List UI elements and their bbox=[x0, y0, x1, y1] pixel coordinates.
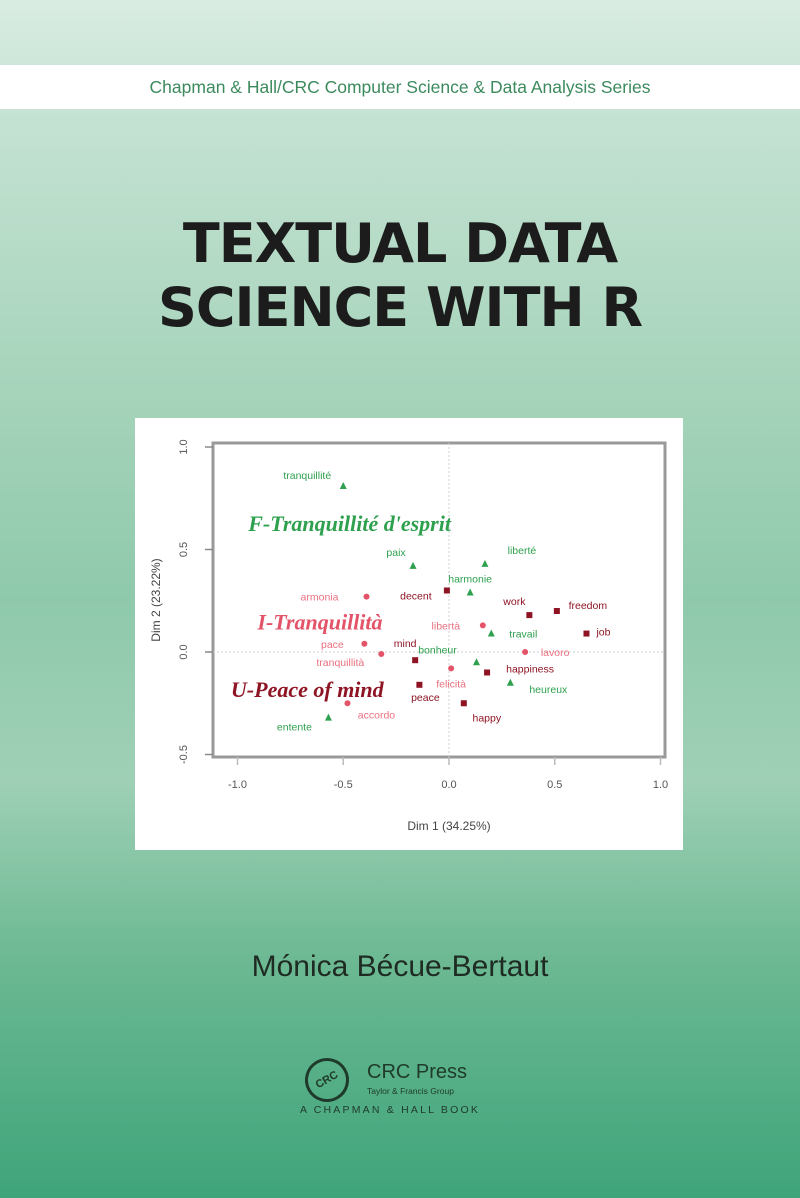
point-label: paix bbox=[386, 547, 406, 559]
x-tick-label: 0.5 bbox=[547, 779, 562, 791]
y-tick-label: 0.0 bbox=[178, 644, 190, 659]
point-label: entente bbox=[277, 722, 312, 734]
triangle-marker bbox=[487, 629, 495, 637]
triangle-marker bbox=[409, 561, 417, 569]
point-label: tranquillità bbox=[316, 657, 364, 669]
scatter-plot: -1.0 -0.5 0.0 0.5 1.0 -0.5 0.0 0.5 1.0 Dim 1 (34.… bbox=[149, 439, 668, 833]
x-tick-label: 0.0 bbox=[441, 779, 456, 791]
point-label: work bbox=[502, 596, 526, 608]
point-label: peace bbox=[411, 692, 440, 704]
triangle-marker bbox=[506, 678, 514, 686]
y-tick-label: 0.5 bbox=[178, 542, 190, 557]
book-title: TEXTUAL DATA SCIENCE WITH R bbox=[0, 212, 800, 340]
square-marker bbox=[484, 669, 491, 676]
author-name: Mónica Bécue-Bertaut bbox=[251, 950, 549, 983]
publisher-logo: CRC CRC Press Taylor & Francis Group A C… bbox=[296, 1049, 545, 1138]
point-label: job bbox=[595, 627, 610, 639]
publisher-group: Taylor & Francis Group bbox=[367, 1086, 454, 1096]
point-label: happy bbox=[473, 712, 502, 724]
series-title: Chapman & Hall/CRC Computer Science & Da… bbox=[149, 76, 651, 97]
publisher-tagline: A CHAPMAN & HALL BOOK bbox=[300, 1104, 481, 1116]
point-label: tranquillité bbox=[283, 470, 331, 482]
point-label: accordo bbox=[358, 709, 396, 721]
x-tick-label: 1.0 bbox=[653, 779, 668, 791]
triangle-marker bbox=[339, 481, 347, 489]
circle-marker bbox=[448, 665, 455, 672]
point-label: libertà bbox=[432, 620, 461, 632]
point-label: harmonie bbox=[448, 574, 492, 586]
circle-marker bbox=[363, 593, 370, 600]
cover-chart: -1.0 -0.5 0.0 0.5 1.0 -0.5 0.0 0.5 1.0 Dim 1 (34.… bbox=[135, 418, 683, 850]
point-label: freedom bbox=[569, 600, 608, 612]
square-marker bbox=[553, 608, 560, 614]
group-annotation: F-Tranquillité d'esprit bbox=[247, 511, 452, 536]
square-marker bbox=[583, 630, 590, 637]
plot-frame bbox=[211, 441, 667, 759]
series-banner: Chapman & Hall/CRC Computer Science & Da… bbox=[0, 65, 800, 109]
title-line-1: TEXTUAL DATA bbox=[182, 212, 618, 275]
x-axis-label: Dim 1 (34.25%) bbox=[407, 819, 490, 833]
triangle-marker bbox=[466, 588, 474, 596]
point-label: armonia bbox=[301, 592, 339, 604]
crc-logo-icon: CRC bbox=[296, 1049, 358, 1111]
triangle-marker bbox=[481, 559, 489, 567]
point-label: liberté bbox=[508, 545, 537, 557]
point-label: bonheur bbox=[418, 644, 457, 656]
triangle-marker bbox=[472, 658, 480, 666]
x-tick-label: -1.0 bbox=[228, 779, 247, 791]
point-label: travail bbox=[509, 629, 537, 641]
triangle-marker bbox=[324, 713, 332, 721]
group-annotation: I-Tranquillità bbox=[256, 609, 382, 634]
point-label: pace bbox=[321, 639, 344, 651]
circle-marker bbox=[378, 651, 385, 658]
point-label: decent bbox=[400, 591, 432, 603]
point-label: happiness bbox=[506, 664, 554, 676]
point-label: felicità bbox=[436, 678, 466, 690]
square-marker bbox=[526, 612, 533, 619]
square-marker bbox=[416, 681, 423, 688]
square-marker bbox=[460, 700, 467, 707]
circle-marker bbox=[479, 622, 486, 629]
circle-marker bbox=[344, 700, 351, 707]
square-marker bbox=[412, 657, 419, 664]
publisher-name: CRC Press bbox=[367, 1061, 468, 1083]
title-line-2: SCIENCE WITH R bbox=[157, 276, 643, 339]
square-marker bbox=[443, 587, 450, 594]
group-annotation: U-Peace of mind bbox=[231, 677, 385, 702]
x-tick-label: -0.5 bbox=[334, 779, 353, 791]
y-tick-label: 1.0 bbox=[178, 439, 190, 454]
circle-marker bbox=[522, 649, 529, 655]
circle-marker bbox=[361, 640, 368, 647]
y-axis-label: Dim 2 (23.22%) bbox=[149, 558, 163, 641]
point-label: mind bbox=[394, 638, 417, 650]
point-label: heureux bbox=[529, 684, 568, 696]
point-label: lavoro bbox=[541, 647, 570, 659]
y-tick-label: -0.5 bbox=[178, 745, 190, 764]
